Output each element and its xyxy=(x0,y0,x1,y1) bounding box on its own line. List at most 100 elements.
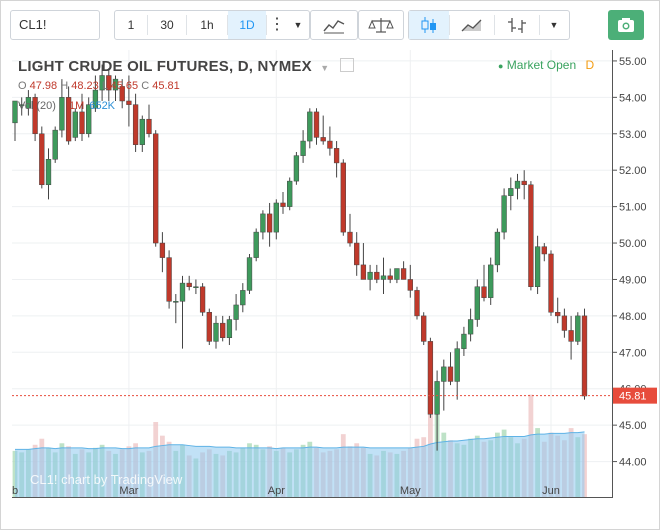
candle xyxy=(266,202,273,247)
candle xyxy=(287,177,293,211)
candle-body xyxy=(32,97,38,135)
interval-1d-button[interactable]: 1D xyxy=(228,11,266,39)
price-tick-label: 52.00 xyxy=(619,165,647,177)
candle-body xyxy=(333,148,340,164)
candle-body xyxy=(287,180,293,207)
candle-body xyxy=(25,97,32,109)
high-label: H xyxy=(60,80,69,92)
candle-body xyxy=(19,104,25,106)
volume-legend: Vol (20) 1M 652K xyxy=(18,100,115,112)
watermark: CL1! chart by TradingView xyxy=(30,472,183,487)
chart-type-group: ▼ xyxy=(408,10,570,40)
candle xyxy=(427,337,434,418)
price-tick-label: 55.00 xyxy=(619,56,647,68)
time-axis-label: b xyxy=(12,485,18,497)
symbol-search-input[interactable]: CL1! xyxy=(10,10,100,40)
candle xyxy=(52,126,58,163)
candle-body xyxy=(474,286,480,320)
candle xyxy=(12,100,18,142)
bars-button[interactable] xyxy=(495,11,539,39)
candle xyxy=(112,75,119,101)
interval-1h-button[interactable]: 1h xyxy=(200,18,214,32)
candle xyxy=(414,286,420,320)
price-chart[interactable]: b Mar Apr May Jun xyxy=(12,50,612,498)
candle-body xyxy=(575,315,581,342)
price-tick-label: 53.00 xyxy=(619,129,647,141)
candle xyxy=(153,130,159,247)
candle xyxy=(280,192,286,214)
candle-body xyxy=(534,246,541,287)
candle xyxy=(521,170,527,200)
candle xyxy=(481,264,487,302)
candles-button[interactable] xyxy=(409,11,449,39)
compare-button[interactable] xyxy=(358,10,404,40)
time-axis-label: Mar xyxy=(119,485,138,497)
candle xyxy=(488,257,494,305)
candle-body xyxy=(313,111,320,138)
price-tick-label: 45.00 xyxy=(619,420,647,432)
candle-body xyxy=(347,231,353,244)
candle-body xyxy=(99,75,105,91)
candle xyxy=(534,235,541,295)
candle-body xyxy=(320,137,326,142)
candle-body xyxy=(307,111,313,142)
candle xyxy=(79,93,85,142)
price-tick-label: 54.00 xyxy=(619,92,647,104)
market-status-text: Market Open xyxy=(506,58,577,72)
status-dot-icon: ● xyxy=(498,61,504,71)
candle xyxy=(541,243,547,262)
candle-body xyxy=(86,104,92,135)
candle xyxy=(240,283,246,313)
volume-ma-value: 1M xyxy=(68,100,85,112)
candle-body xyxy=(65,97,72,142)
candle xyxy=(253,228,259,262)
interval-group: 1 30 1h 1D ⋮ ▼ xyxy=(114,10,310,40)
candle-body xyxy=(273,202,279,233)
chevron-down-icon[interactable]: ▼ xyxy=(549,20,559,30)
indicators-button[interactable] xyxy=(310,10,358,40)
low-label: L xyxy=(101,80,108,92)
ohlc-legend: O 47.98 H 48.23 L 45.65 C 45.81 xyxy=(18,80,180,92)
chevron-down-icon[interactable]: ▼ xyxy=(320,63,330,73)
candle-body xyxy=(112,78,119,91)
more-vert-icon[interactable]: ⋮ xyxy=(269,16,285,33)
candle-body xyxy=(394,268,400,280)
candle-body xyxy=(240,290,246,306)
candle-body xyxy=(421,315,427,342)
candle-body xyxy=(514,180,521,189)
low-value: 45.65 xyxy=(110,80,139,92)
candle xyxy=(528,181,534,291)
candle-body xyxy=(132,104,139,145)
candle xyxy=(32,93,38,142)
candle xyxy=(514,173,521,200)
candle-body xyxy=(92,89,99,109)
candle xyxy=(320,115,326,145)
candle xyxy=(59,79,65,138)
settings-icon[interactable] xyxy=(339,58,354,72)
time-axis-label: May xyxy=(400,485,421,497)
candle xyxy=(146,104,152,138)
candle-body xyxy=(179,282,186,302)
interval-30-button[interactable]: 30 xyxy=(160,18,174,32)
candle-body xyxy=(106,75,112,91)
snapshot-button[interactable] xyxy=(608,10,644,40)
price-axis[interactable]: 44.0045.0046.0047.0048.0049.0050.0051.00… xyxy=(612,50,659,498)
candle-body xyxy=(280,202,286,207)
line-chart-icon xyxy=(461,19,482,32)
candle xyxy=(474,279,480,327)
chevron-down-icon[interactable]: ▼ xyxy=(293,20,303,30)
candle xyxy=(548,250,554,316)
candle-body xyxy=(528,184,534,287)
price-tick-label: 47.00 xyxy=(619,347,647,359)
candle xyxy=(193,279,199,295)
candle-body xyxy=(461,333,467,349)
close-label: C xyxy=(141,80,150,92)
candle xyxy=(86,97,92,138)
candle xyxy=(206,308,212,346)
candle-body xyxy=(213,322,219,342)
interval-1-button[interactable]: 1 xyxy=(127,18,135,32)
candle xyxy=(65,86,72,145)
candle xyxy=(307,108,313,149)
line-chart-button[interactable] xyxy=(450,11,494,39)
candle-body xyxy=(52,129,58,160)
